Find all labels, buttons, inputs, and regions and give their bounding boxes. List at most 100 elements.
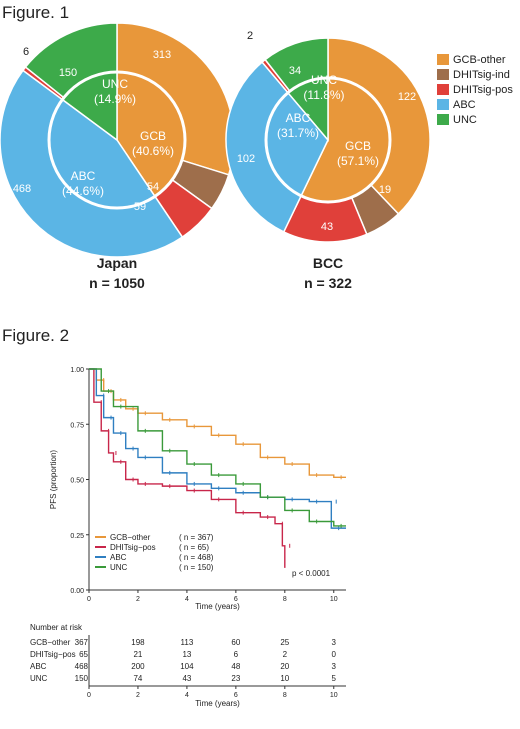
legend-swatch-abc [437,99,449,110]
donut-bcc-inner-pct-gcb: (57.1%) [337,154,379,168]
km-y-tick-label: 0.75 [70,422,84,429]
donut-bcc-inner-label-gcb: GCB [345,139,371,153]
risk-cell: 48 [231,662,240,671]
legend-label-dhitsig-ind: DHITsig-ind [453,69,510,81]
donut-japan-inner-pct-gcb: (40.6%) [132,144,174,158]
donut-bcc-inner-pct-unc: (11.8%) [303,88,344,102]
risk-x-tick-label: 10 [330,692,338,699]
risk-cell: 21 [133,650,142,659]
risk-row-label: DHITsig−pos [30,650,76,659]
km-legend-n: ( n = 65) [179,543,209,552]
risk-cell: 74 [133,674,142,683]
legend-label-gcb-other: GCB-other [453,54,506,66]
donut-japan-outer-label: 6 [23,46,29,58]
km-legend-name: ABC [110,553,127,562]
km-legend-name: UNC [110,563,128,572]
risk-cell: 113 [181,638,194,647]
risk-cell: 10 [280,674,289,683]
donut-japan-outer-label: 468 [13,183,31,195]
risk-cell: 468 [75,662,89,671]
risk-cell: 3 [332,662,337,671]
risk-cell: 6 [234,650,239,659]
risk-cell: 20 [280,662,289,671]
km-legend-n: ( n = 367) [179,533,214,542]
donut-bcc-outer-label: 102 [237,153,255,165]
legend-label-dhitsig-pos: DHITsig-pos [453,84,513,96]
risk-cell: 2 [283,650,288,659]
donut-japan-title: Japan [97,255,137,271]
donut-bcc-outer-label: 122 [398,91,416,103]
donut-bcc-inner-ring [264,76,392,204]
km-x-label: Time (years) [195,602,240,611]
risk-row-label: UNC [30,674,48,683]
donut-japan-inner-pct-abc: (44.6%) [62,184,104,198]
donut-japan-inner-label-gcb: GCB [140,129,166,143]
km-y-tick-label: 0.25 [70,533,84,540]
km-x-tick-label: 6 [234,596,238,603]
risk-x-tick-label: 2 [136,692,140,699]
donut-bcc-outer-label: 34 [289,65,301,77]
donut-bcc-outer-label: 43 [321,221,333,233]
legend-label-abc: ABC [453,99,476,111]
donut-bcc-title: BCC [313,255,343,271]
legend-swatch-dhitsig-ind [437,69,449,80]
km-x-tick-label: 10 [330,596,338,603]
figure-2-title: Figure. 2 [2,326,70,345]
km-legend-n: ( n = 468) [179,553,214,562]
risk-cell: 60 [231,638,240,647]
donut-japan-inner-label-unc: UNC [102,77,128,91]
risk-table-title: Number at risk [30,623,83,632]
legend-label-unc: UNC [453,114,477,126]
risk-x-tick-label: 6 [234,692,238,699]
donut-bcc-inner-pct-abc: (31.7%) [277,126,319,140]
donut-bcc-outer-label: 2 [247,30,253,42]
risk-cell: 13 [182,650,191,659]
km-curve-abc [89,368,346,529]
donut-bcc-inner-label-unc: UNC [311,73,337,87]
km-legend-n: ( n = 150) [179,563,214,572]
km-p-value: p < 0.0001 [292,569,331,578]
km-legend-name: DHITsig−pos [110,543,156,552]
risk-row-label: ABC [30,662,47,671]
donut-japan-outer-label: 54 [147,181,159,193]
risk-cell: 198 [131,638,145,647]
risk-x-tick-label: 8 [283,692,287,699]
risk-cell: 23 [231,674,240,683]
km-x-tick-label: 8 [283,596,287,603]
risk-cell: 104 [180,662,194,671]
figure-1-title: Figure. 1 [2,3,70,22]
km-x-tick-label: 0 [87,596,91,603]
km-x-tick-label: 2 [136,596,140,603]
donut-japan-subtitle: n = 1050 [89,275,145,291]
donut-bcc-inner-label-abc: ABC [286,111,311,125]
donut-japan-outer-label: 59 [134,201,146,213]
donut-japan-outer-label: 150 [59,67,77,79]
km-y-label: PFS (proportion) [49,450,58,509]
risk-x-label: Time (years) [195,699,240,708]
donut-japan-inner-pct-unc: (14.9%) [94,92,136,106]
km-curve-dhitsigpos [89,368,286,568]
legend-swatch-unc [437,114,449,125]
km-y-tick-label: 0.00 [70,588,84,595]
risk-cell: 150 [75,674,89,683]
risk-cell: 0 [332,650,337,659]
risk-cell: 65 [79,650,88,659]
km-y-tick-label: 1.00 [70,367,84,374]
km-x-tick-label: 4 [185,596,189,603]
km-y-tick-label: 0.50 [70,478,84,485]
risk-cell: 3 [332,638,337,647]
donut-bcc-outer-label: 19 [379,184,391,196]
donut-japan-inner-ring [47,70,187,210]
risk-x-tick-label: 0 [87,692,91,699]
risk-row-label: GCB−other [30,638,71,647]
risk-x-tick-label: 4 [185,692,189,699]
risk-cell: 43 [182,674,191,683]
donut-japan-outer-label: 313 [153,49,171,61]
legend-swatch-dhitsig-pos [437,84,449,95]
legend-swatch-gcb-other [437,54,449,65]
risk-cell: 5 [332,674,337,683]
km-curve-gcbother [89,368,346,478]
risk-cell: 367 [75,638,89,647]
km-legend-name: GCB−other [110,533,151,542]
